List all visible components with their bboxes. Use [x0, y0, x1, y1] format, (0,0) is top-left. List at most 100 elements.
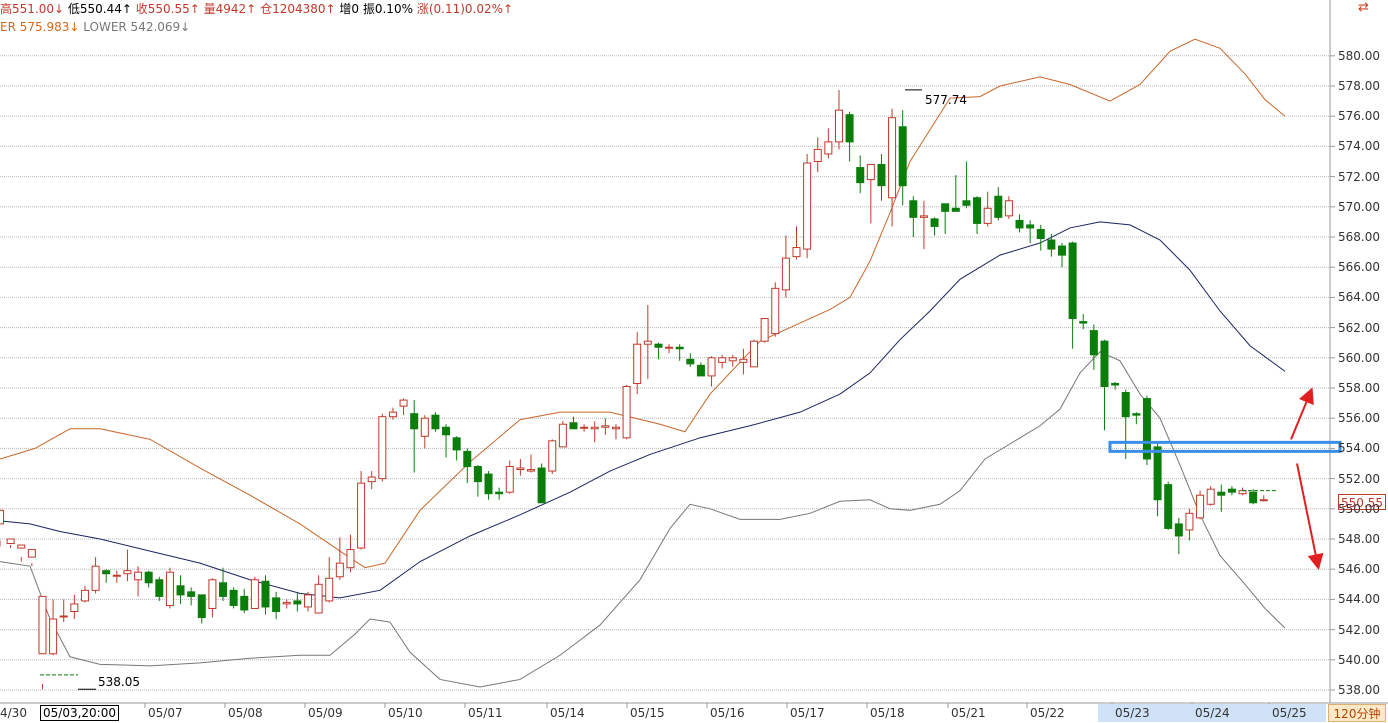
candle[interactable]: [70, 594, 79, 620]
candle[interactable]: [197, 594, 206, 624]
candle[interactable]: [1249, 489, 1258, 505]
candle[interactable]: [1196, 490, 1205, 520]
candle[interactable]: [611, 424, 620, 440]
candle[interactable]: [622, 384, 631, 440]
candle[interactable]: [750, 339, 759, 368]
candle[interactable]: [1238, 487, 1247, 496]
candle[interactable]: [1121, 389, 1130, 459]
candle[interactable]: [80, 585, 89, 603]
candle[interactable]: [941, 203, 950, 234]
candle[interactable]: [367, 471, 376, 490]
candle[interactable]: [335, 537, 344, 580]
candle[interactable]: [813, 137, 822, 173]
candle[interactable]: [388, 407, 397, 420]
candle[interactable]: [590, 421, 599, 443]
candle[interactable]: [696, 362, 705, 377]
candle[interactable]: [866, 164, 875, 224]
candle[interactable]: [102, 569, 111, 583]
candle[interactable]: [824, 128, 833, 159]
candle[interactable]: [261, 575, 270, 615]
candle[interactable]: [1164, 481, 1173, 530]
candle[interactable]: [909, 196, 918, 237]
candle[interactable]: [1153, 442, 1162, 517]
candle[interactable]: [1068, 241, 1077, 349]
candle[interactable]: [176, 575, 185, 604]
candle[interactable]: [718, 354, 727, 369]
candle[interactable]: [134, 566, 143, 597]
candle[interactable]: [240, 588, 249, 613]
candle[interactable]: [1100, 339, 1109, 431]
candle[interactable]: [378, 413, 387, 482]
candle[interactable]: [17, 544, 26, 562]
candle[interactable]: [845, 111, 854, 162]
candle[interactable]: [877, 153, 886, 201]
candle[interactable]: [452, 436, 461, 461]
candle[interactable]: [633, 332, 642, 395]
candle[interactable]: [643, 304, 652, 379]
candle[interactable]: [123, 549, 132, 582]
candle[interactable]: [346, 534, 355, 573]
candle[interactable]: [229, 587, 238, 609]
candle[interactable]: [1206, 486, 1215, 506]
candle[interactable]: [272, 591, 281, 620]
candle[interactable]: [771, 282, 780, 337]
candle[interactable]: [1174, 517, 1183, 555]
candle[interactable]: [420, 415, 429, 449]
candle[interactable]: [357, 471, 366, 550]
candle[interactable]: [834, 89, 843, 150]
candle[interactable]: [38, 595, 47, 690]
candle[interactable]: [431, 412, 440, 432]
candle[interactable]: [0, 509, 4, 547]
candle[interactable]: [250, 576, 259, 609]
candle[interactable]: [558, 421, 567, 448]
candle[interactable]: [888, 108, 897, 227]
candle[interactable]: [1047, 233, 1056, 257]
candle[interactable]: [1004, 196, 1013, 219]
candle[interactable]: [1058, 243, 1066, 268]
candle[interactable]: [1089, 324, 1098, 370]
candle[interactable]: [1217, 484, 1226, 512]
candle[interactable]: [165, 567, 174, 609]
candle[interactable]: [781, 235, 790, 298]
candle[interactable]: [27, 549, 36, 567]
candle[interactable]: [463, 448, 472, 484]
candle[interactable]: [49, 599, 58, 656]
candle[interactable]: [803, 153, 812, 259]
candle[interactable]: [951, 175, 960, 212]
candle[interactable]: [112, 570, 121, 583]
candle[interactable]: [155, 576, 164, 601]
candle[interactable]: [962, 161, 971, 209]
candle[interactable]: [1227, 486, 1236, 496]
candle[interactable]: [1142, 395, 1151, 466]
chart-toggle-icon[interactable]: ⇄: [1358, 0, 1369, 15]
annotation-box[interactable]: [1108, 440, 1342, 453]
candle[interactable]: [208, 578, 217, 618]
candle[interactable]: [516, 458, 525, 476]
candle[interactable]: [303, 591, 312, 612]
candle[interactable]: [580, 424, 589, 432]
candle[interactable]: [399, 398, 408, 416]
candle[interactable]: [792, 226, 801, 260]
candle[interactable]: [898, 110, 907, 206]
candle[interactable]: [675, 344, 684, 361]
candle[interactable]: [293, 591, 302, 612]
candle[interactable]: [569, 416, 578, 430]
candle[interactable]: [219, 567, 228, 601]
candle[interactable]: [548, 439, 557, 475]
candle[interactable]: [994, 187, 1003, 221]
candle[interactable]: [410, 400, 419, 473]
candle[interactable]: [665, 344, 674, 354]
candle[interactable]: [144, 570, 153, 588]
candle[interactable]: [654, 342, 663, 360]
candle[interactable]: [930, 217, 939, 236]
candle[interactable]: [983, 191, 992, 227]
candle[interactable]: [505, 460, 514, 494]
candle[interactable]: [707, 356, 716, 387]
candle[interactable]: [919, 200, 928, 250]
candle[interactable]: [527, 454, 535, 473]
candle[interactable]: [325, 557, 334, 603]
candle[interactable]: [1132, 412, 1141, 425]
candle[interactable]: [91, 557, 100, 594]
candle[interactable]: [1015, 214, 1024, 233]
period-selector[interactable]: 120分钟: [1328, 704, 1386, 722]
